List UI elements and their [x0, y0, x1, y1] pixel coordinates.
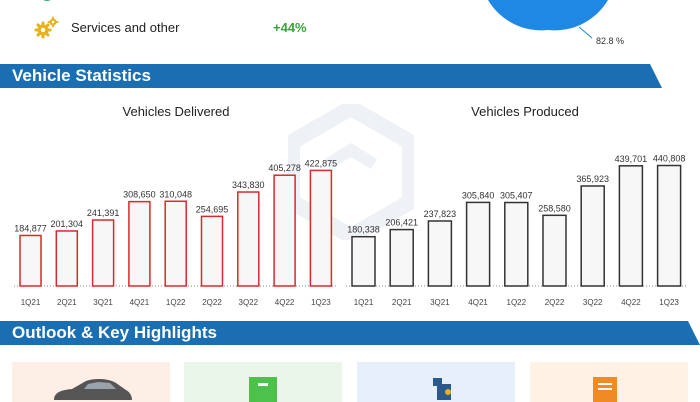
card-robot: [357, 362, 515, 402]
services-label: Services and other: [71, 20, 180, 35]
services-value: +44%: [273, 20, 307, 35]
value-label-3Q21: 241,391: [87, 208, 120, 218]
category-label-4Q21: 4Q21: [130, 298, 150, 307]
car-icon: [54, 378, 132, 400]
value-label-1Q23: 422,875: [305, 158, 338, 168]
chart-title-delivered: Vehicles Delivered: [122, 104, 230, 119]
card-car: [12, 362, 170, 402]
value-label-4Q21: 305,840: [462, 190, 495, 200]
value-label-2Q21: 201,304: [51, 219, 84, 229]
bar-3Q22: [237, 191, 260, 287]
value-label-4Q22: 439,701: [615, 154, 648, 164]
category-label-3Q22: 3Q22: [583, 298, 603, 307]
pie-leader-line: [578, 26, 593, 39]
bar-4Q21: [128, 200, 151, 287]
bar-1Q21: [351, 235, 376, 287]
value-label-4Q21: 308,650: [123, 190, 156, 200]
value-label-3Q22: 365,923: [576, 174, 609, 184]
bar-3Q21: [427, 220, 453, 287]
chart-title-produced: Vehicles Produced: [471, 104, 579, 119]
category-label-2Q21: 2Q21: [57, 298, 77, 307]
category-label-1Q22: 1Q22: [507, 298, 527, 307]
pie-percent-label: 82.8 %: [596, 36, 625, 46]
category-label-4Q22: 4Q22: [275, 298, 295, 307]
bar-1Q22: [504, 201, 529, 287]
value-label-2Q21: 206,421: [385, 218, 418, 228]
section-title-vehicle-statistics: Vehicle Statistics: [12, 66, 151, 85]
value-label-1Q23: 440,808: [653, 154, 686, 164]
bar-1Q22: [164, 200, 187, 287]
watermark-logo: [288, 104, 414, 240]
section-band-outlook: [0, 321, 700, 345]
gears-icon: [34, 16, 59, 39]
bar-1Q23: [656, 164, 682, 287]
gear-green-icon: [43, 0, 51, 1]
category-label-2Q22: 2Q22: [545, 298, 565, 307]
bar-2Q21: [55, 230, 79, 287]
value-label-1Q21: 180,338: [347, 225, 380, 235]
document-icon: [593, 377, 617, 402]
bar-4Q22: [273, 174, 296, 287]
bar-1Q23: [309, 169, 333, 287]
value-label-3Q21: 237,823: [424, 209, 457, 219]
value-label-1Q21: 184,877: [14, 223, 47, 233]
bar-4Q21: [465, 201, 491, 287]
value-label-1Q22: 310,048: [159, 189, 192, 199]
category-label-1Q21: 1Q21: [354, 298, 374, 307]
top-section: Services and other +44% 82.8 %: [0, 0, 700, 62]
category-label-3Q21: 3Q21: [430, 298, 450, 307]
category-label-2Q21: 2Q21: [392, 298, 412, 307]
value-label-1Q22: 305,407: [500, 191, 533, 201]
section-band-vehicle-statistics: [0, 64, 662, 88]
chart-vehicles-delivered: 184,877 1Q21 201,304 2Q21 241,391 3Q21 308,650…: [14, 158, 338, 307]
bar-1Q21: [19, 234, 42, 287]
category-label-1Q22: 1Q22: [166, 298, 186, 307]
category-label-3Q22: 3Q22: [239, 298, 259, 307]
category-label-1Q23: 1Q23: [311, 298, 331, 307]
category-label-2Q22: 2Q22: [202, 298, 222, 307]
chart-vehicles-produced: 180,338 1Q21 206,421 2Q21 237,823 3Q21 305,840…: [346, 154, 687, 307]
bar-3Q22: [580, 185, 605, 287]
bar-2Q22: [542, 214, 567, 287]
value-label-3Q22: 343,830: [232, 180, 265, 190]
bar-4Q22: [618, 165, 644, 287]
value-label-2Q22: 258,580: [538, 203, 571, 213]
category-label-4Q22: 4Q22: [621, 298, 641, 307]
card-box: [184, 362, 342, 402]
category-label-3Q21: 3Q21: [93, 298, 113, 307]
bar-2Q22: [200, 215, 224, 287]
category-label-4Q21: 4Q21: [468, 298, 488, 307]
bar-3Q21: [91, 219, 115, 287]
pie-chart: [488, 0, 608, 31]
box-icon: [249, 377, 277, 402]
robot-arm-icon: [433, 378, 451, 400]
section-title-outlook: Outlook & Key Highlights: [12, 323, 217, 342]
value-label-4Q22: 405,278: [268, 163, 301, 173]
value-label-2Q22: 254,695: [196, 204, 229, 214]
category-label-1Q23: 1Q23: [659, 298, 679, 307]
category-label-1Q21: 1Q21: [21, 298, 41, 307]
bar-2Q21: [389, 228, 414, 287]
card-document: [530, 362, 688, 402]
